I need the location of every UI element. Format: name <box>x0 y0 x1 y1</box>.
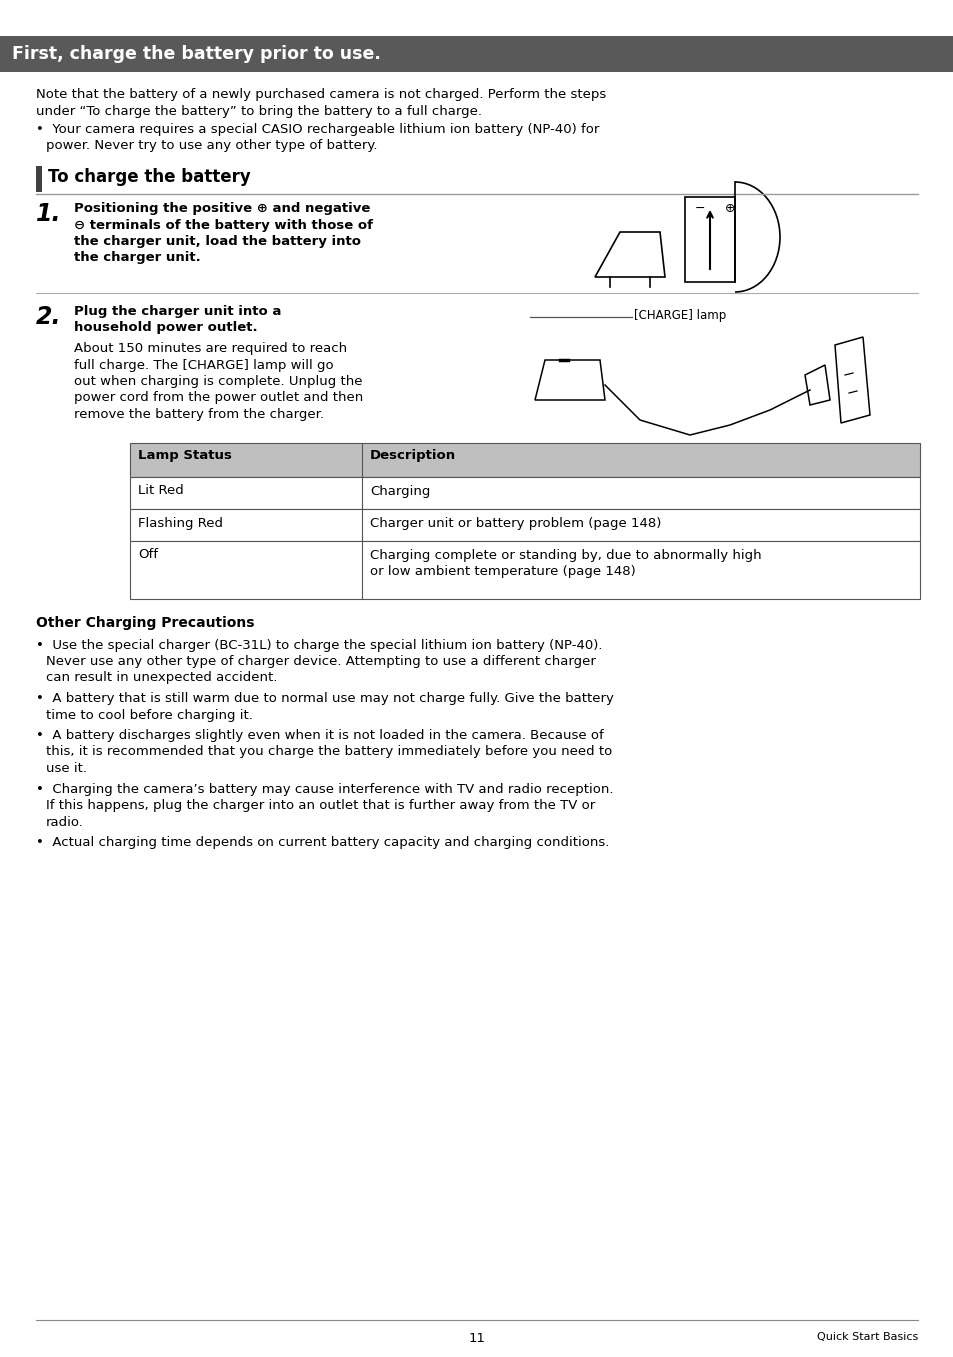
Text: ⊕: ⊕ <box>724 202 735 214</box>
Text: −: − <box>695 202 705 214</box>
Text: ⊖ terminals of the battery with those of: ⊖ terminals of the battery with those of <box>74 218 373 232</box>
Text: time to cool before charging it.: time to cool before charging it. <box>46 708 253 722</box>
Bar <box>130 476 919 509</box>
Text: Lamp Status: Lamp Status <box>138 449 232 463</box>
Text: the charger unit, load the battery into: the charger unit, load the battery into <box>74 235 360 248</box>
Text: Lit Red: Lit Red <box>138 484 184 498</box>
Text: •  Charging the camera’s battery may cause interference with TV and radio recept: • Charging the camera’s battery may caus… <box>36 783 613 795</box>
Text: First, charge the battery prior to use.: First, charge the battery prior to use. <box>12 45 380 62</box>
Text: radio.: radio. <box>46 816 84 829</box>
Text: About 150 minutes are required to reach: About 150 minutes are required to reach <box>74 342 347 356</box>
Text: out when charging is complete. Unplug the: out when charging is complete. Unplug th… <box>74 375 362 388</box>
Bar <box>0 37 953 72</box>
Text: Never use any other type of charger device. Attempting to use a different charge: Never use any other type of charger devi… <box>46 655 596 668</box>
Text: power. Never try to use any other type of battery.: power. Never try to use any other type o… <box>46 140 377 152</box>
Bar <box>130 509 919 540</box>
Text: 2.: 2. <box>36 305 61 328</box>
Text: If this happens, plug the charger into an outlet that is further away from the T: If this happens, plug the charger into a… <box>46 799 595 811</box>
Text: Note that the battery of a newly purchased camera is not charged. Perform the st: Note that the battery of a newly purchas… <box>36 88 605 100</box>
Text: To charge the battery: To charge the battery <box>48 168 251 186</box>
Text: Charger unit or battery problem (page 148): Charger unit or battery problem (page 14… <box>370 517 660 529</box>
Text: can result in unexpected accident.: can result in unexpected accident. <box>46 672 277 684</box>
Text: remove the battery from the charger.: remove the battery from the charger. <box>74 408 324 421</box>
Text: full charge. The [CHARGE] lamp will go: full charge. The [CHARGE] lamp will go <box>74 358 334 372</box>
Text: household power outlet.: household power outlet. <box>74 322 257 334</box>
Text: Off: Off <box>138 548 158 562</box>
Text: Quick Start Basics: Quick Start Basics <box>816 1333 917 1342</box>
Text: use it.: use it. <box>46 763 87 775</box>
Bar <box>684 197 734 282</box>
Bar <box>130 442 919 476</box>
Text: or low ambient temperature (page 148): or low ambient temperature (page 148) <box>370 565 635 578</box>
Text: Flashing Red: Flashing Red <box>138 517 223 529</box>
Text: under “To charge the battery” to bring the battery to a full charge.: under “To charge the battery” to bring t… <box>36 104 481 118</box>
Text: Plug the charger unit into a: Plug the charger unit into a <box>74 305 281 318</box>
Text: •  Actual charging time depends on current battery capacity and charging conditi: • Actual charging time depends on curren… <box>36 836 609 849</box>
Text: Positioning the positive ⊕ and negative: Positioning the positive ⊕ and negative <box>74 202 370 214</box>
Text: 1.: 1. <box>36 202 61 227</box>
Bar <box>36 166 42 191</box>
Text: Other Charging Precautions: Other Charging Precautions <box>36 616 254 631</box>
Text: this, it is recommended that you charge the battery immediately before you need : this, it is recommended that you charge … <box>46 745 612 759</box>
Text: power cord from the power outlet and then: power cord from the power outlet and the… <box>74 392 363 404</box>
Text: the charger unit.: the charger unit. <box>74 251 200 265</box>
Text: •  Your camera requires a special CASIO rechargeable lithium ion battery (NP-40): • Your camera requires a special CASIO r… <box>36 123 598 136</box>
Text: Charging complete or standing by, due to abnormally high: Charging complete or standing by, due to… <box>370 548 760 562</box>
Text: [CHARGE] lamp: [CHARGE] lamp <box>634 309 725 322</box>
Text: Description: Description <box>370 449 456 463</box>
Text: •  A battery discharges slightly even when it is not loaded in the camera. Becau: • A battery discharges slightly even whe… <box>36 729 603 742</box>
Bar <box>130 540 919 598</box>
Text: •  Use the special charger (BC-31L) to charge the special lithium ion battery (N: • Use the special charger (BC-31L) to ch… <box>36 639 602 651</box>
Text: •  A battery that is still warm due to normal use may not charge fully. Give the: • A battery that is still warm due to no… <box>36 692 613 706</box>
Text: 11: 11 <box>468 1333 485 1345</box>
Text: Charging: Charging <box>370 484 430 498</box>
